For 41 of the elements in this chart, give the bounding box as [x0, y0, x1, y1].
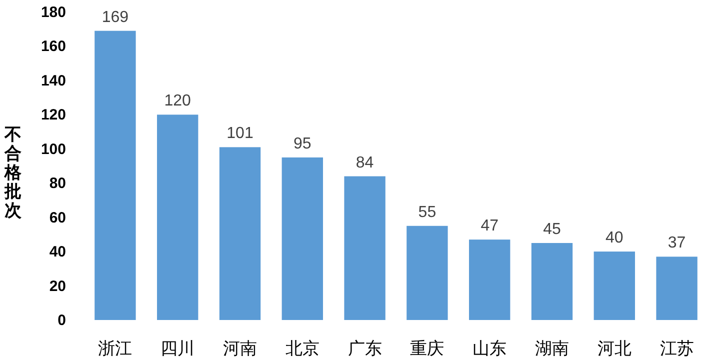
bar: [594, 252, 635, 320]
bar: [406, 226, 448, 320]
data-label: 40: [606, 230, 624, 247]
bar: [531, 243, 573, 320]
data-label: 55: [418, 204, 436, 221]
data-label: 169: [102, 8, 129, 26]
data-label: 47: [480, 218, 499, 235]
x-tick-label: 河南: [223, 339, 257, 358]
x-tick-label: 重庆: [410, 339, 444, 358]
data-label: 37: [668, 234, 686, 252]
y-tick-label: 160: [40, 38, 66, 56]
bar: [219, 147, 261, 320]
bar: [469, 240, 510, 320]
data-label: 84: [356, 154, 374, 172]
data-label: 120: [164, 92, 192, 110]
y-tick-label: 180: [40, 4, 66, 21]
y-axis-title: 不合格批次: [4, 125, 22, 220]
bar: [282, 157, 323, 320]
y-tick-label: 120: [40, 106, 66, 124]
y-tick-label: 60: [49, 209, 66, 226]
x-tick-label: 四川: [160, 339, 195, 358]
x-tick-label: 江苏: [660, 339, 694, 358]
data-label: 101: [226, 125, 254, 142]
y-tick-label: 80: [49, 175, 66, 192]
x-tick-label: 山东: [472, 339, 507, 358]
y-tick-label: 140: [40, 72, 66, 90]
x-tick-label: 河北: [597, 339, 632, 358]
x-tick-label: 湖南: [535, 339, 569, 358]
y-tick-label: 0: [58, 312, 66, 329]
bar: [656, 256, 698, 320]
data-label: 95: [294, 135, 312, 152]
bar: [94, 30, 136, 320]
x-tick-label: 广东: [348, 339, 382, 358]
bar: [157, 114, 198, 320]
y-tick-label: 40: [49, 244, 66, 261]
y-tick-label: 20: [49, 278, 66, 295]
bar: [344, 176, 386, 320]
x-tick-label: 浙江: [98, 339, 132, 358]
x-tick-label: 北京: [285, 339, 320, 358]
y-tick-label: 100: [40, 140, 66, 158]
data-label: 45: [543, 221, 561, 238]
